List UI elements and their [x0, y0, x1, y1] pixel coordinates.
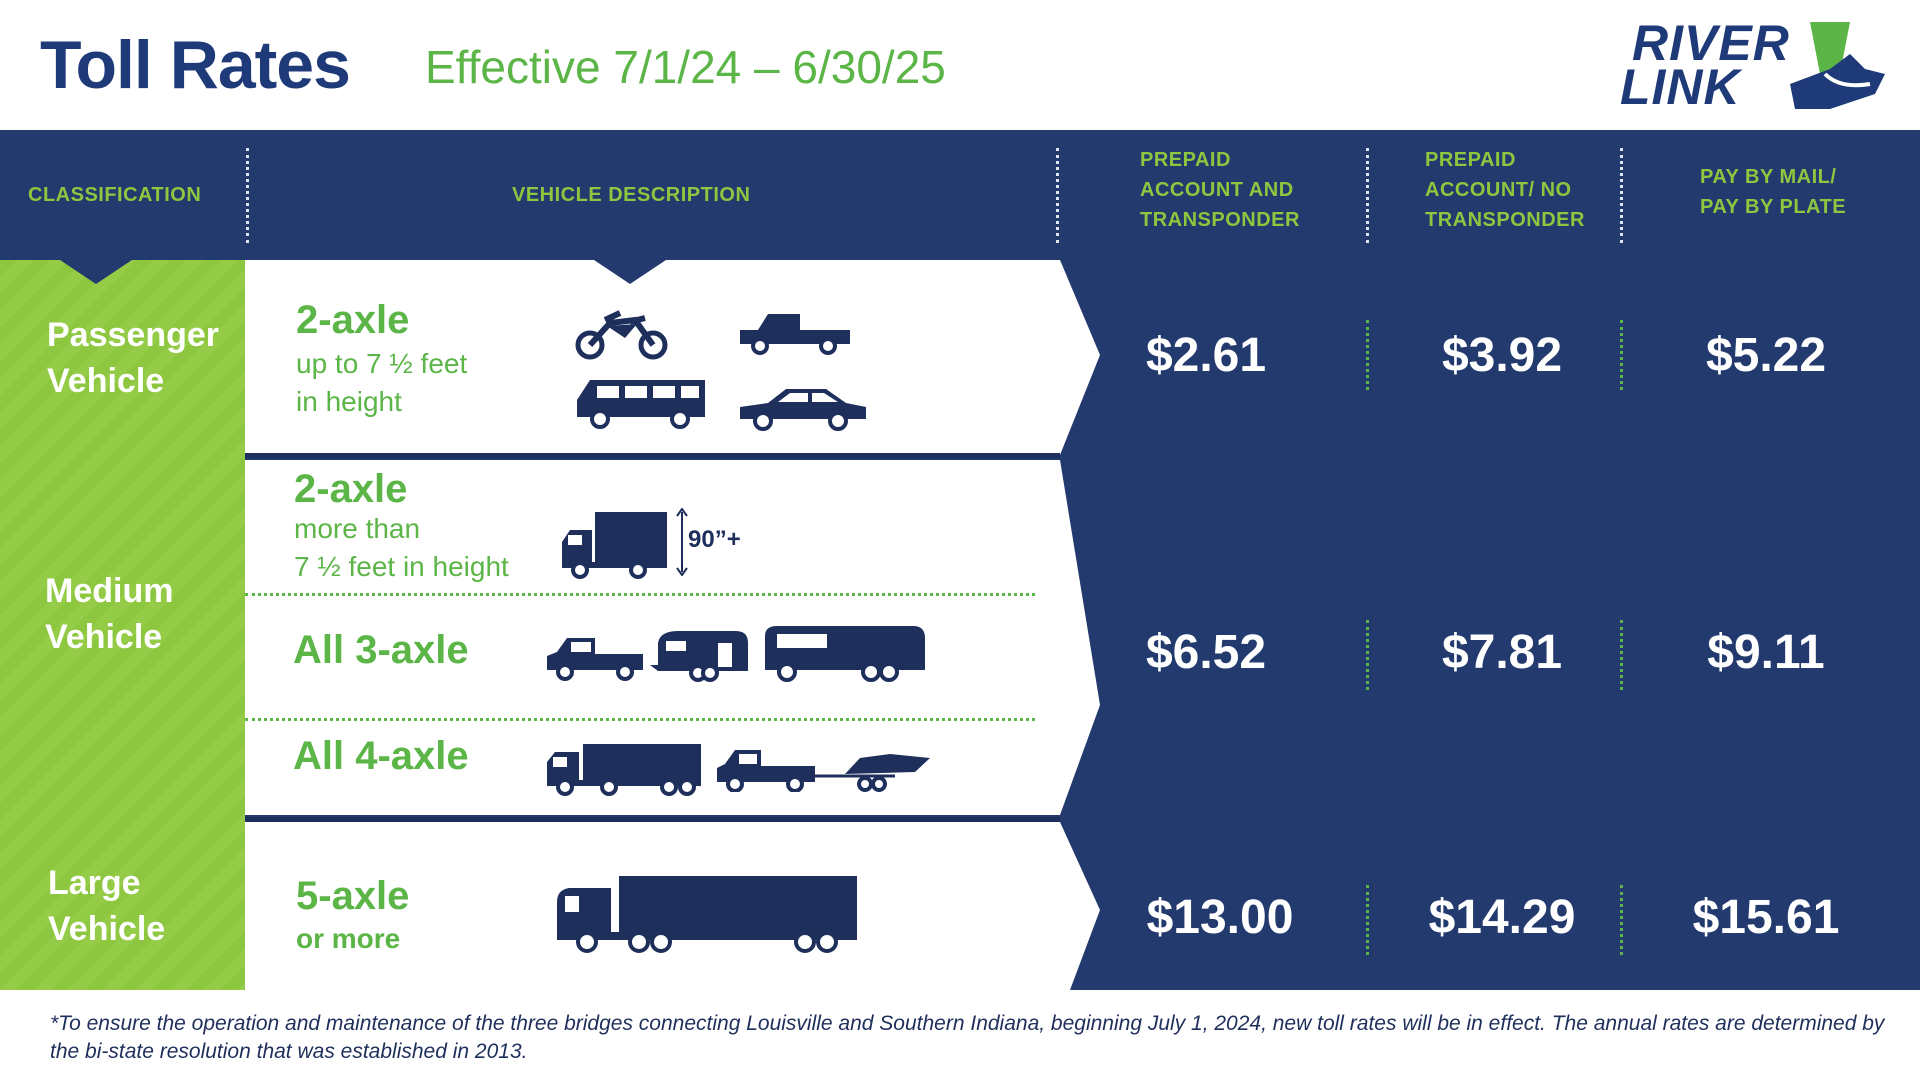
- price-panel-background: [0, 260, 1920, 990]
- height-arrow-icon: [676, 508, 688, 576]
- rate-large-prepaid-no-transponder: $14.29: [1428, 891, 1576, 944]
- dotted-divider: [245, 593, 1035, 596]
- header-classification: CLASSIFICATION: [28, 184, 202, 206]
- header-divider: [1056, 148, 1059, 243]
- van-icon: [577, 380, 705, 429]
- header-pay-by-mail: PAY BY MAIL/ PAY BY PLATE: [1700, 162, 1846, 222]
- motorhome-icon: [765, 626, 925, 682]
- class-label-line: Passenger: [47, 316, 219, 354]
- footnote: *To ensure the operation and maintenance…: [50, 1012, 1885, 1063]
- medium-3axle-label: All 3-axle: [293, 628, 469, 672]
- class-large-vehicle: Large Vehicle: [48, 860, 165, 952]
- medium-2axle-label: 2-axle: [294, 467, 408, 511]
- row-divider: [245, 453, 1060, 458]
- kentucky-map-icon: [1790, 22, 1885, 109]
- page-header: Toll Rates Effective 7/1/24 – 6/30/25 RI…: [0, 0, 1920, 130]
- price-divider: [1366, 320, 1369, 390]
- class-passenger-vehicle: Passenger Vehicle: [47, 312, 219, 404]
- height-label: 90”+: [688, 526, 741, 553]
- class-label-line: Vehicle: [45, 618, 163, 656]
- rate-medium-prepaid-no-transponder: $7.81: [1441, 626, 1563, 679]
- header-prepaid-transponder: PREPAID ACCOUNT AND TRANSPONDER: [1140, 145, 1300, 235]
- semi-truck-icon: [557, 876, 857, 953]
- header-line: ACCOUNT/ NO: [1425, 179, 1572, 201]
- page-title: Toll Rates: [40, 27, 351, 103]
- pickup-truck-icon: [740, 314, 850, 355]
- header-divider: [1366, 148, 1369, 243]
- price-divider: [1620, 320, 1623, 390]
- header-line: TRANSPONDER: [1425, 209, 1585, 231]
- header-line: PREPAID: [1140, 149, 1231, 171]
- desc-line: up to 7 ½ feet: [296, 348, 468, 379]
- large-axle-note: or more: [296, 923, 401, 954]
- header-line: TRANSPONDER: [1140, 209, 1300, 231]
- header-notch: [594, 260, 666, 284]
- class-label-line: Medium: [45, 572, 174, 610]
- rate-large-prepaid-transponder: $13.00: [1146, 891, 1294, 944]
- passenger-axle-label: 2-axle: [296, 298, 410, 342]
- header-line: PAY BY PLATE: [1700, 196, 1847, 218]
- logo-text-link: LINK: [1620, 59, 1741, 115]
- header-divider: [246, 148, 249, 243]
- riverlink-logo: RIVER LINK: [1620, 14, 1890, 114]
- camper-trailer-icon: [650, 631, 748, 682]
- header-vehicle-description: VEHICLE DESCRIPTION: [512, 184, 751, 206]
- header-prepaid-no-transponder: PREPAID ACCOUNT/ NO TRANSPONDER: [1425, 145, 1585, 235]
- sedan-icon: [740, 389, 866, 431]
- dotted-divider: [245, 718, 1035, 721]
- class-label-line: Large: [48, 864, 141, 902]
- price-divider: [1620, 620, 1623, 690]
- header-notch: [1160, 260, 1232, 284]
- price-divider: [1620, 885, 1623, 955]
- pickup-with-boat-trailer-icon: [717, 750, 930, 792]
- box-truck-icon: [562, 512, 667, 579]
- rate-large-pay-by-mail: $15.61: [1692, 891, 1840, 944]
- pickup-with-trailer-icon: [547, 638, 643, 681]
- price-divider: [1366, 885, 1369, 955]
- desc-line: more than: [294, 513, 421, 544]
- rate-medium-prepaid-transponder: $6.52: [1145, 626, 1267, 679]
- header-line: PREPAID: [1425, 149, 1516, 171]
- passenger-height-note: up to 7 ½ feet in height: [296, 345, 467, 421]
- truck-with-trailer-icon: [547, 744, 701, 796]
- rates-table-body: Passenger Vehicle Medium Vehicle Large V…: [0, 260, 1920, 990]
- class-label-line: Vehicle: [48, 910, 166, 948]
- large-axle-label: 5-axle: [296, 874, 410, 918]
- class-medium-vehicle: Medium Vehicle: [45, 568, 173, 660]
- rate-passenger-pay-by-mail: $5.22: [1705, 329, 1827, 382]
- desc-line: in height: [296, 386, 402, 417]
- header-notch: [1735, 260, 1807, 284]
- price-divider: [1366, 620, 1369, 690]
- rate-passenger-prepaid-no-transponder: $3.92: [1441, 329, 1563, 382]
- classification-column: [0, 260, 245, 990]
- table-header: CLASSIFICATION VEHICLE DESCRIPTION PREPA…: [0, 130, 1920, 260]
- desc-line: 7 ½ feet in height: [294, 551, 509, 582]
- header-line: ACCOUNT AND: [1140, 179, 1294, 201]
- header-notch: [60, 260, 132, 284]
- header-divider: [1620, 148, 1623, 243]
- medium-4axle-label: All 4-axle: [293, 734, 469, 778]
- effective-dates: Effective 7/1/24 – 6/30/25: [425, 41, 946, 93]
- header-line: PAY BY MAIL/: [1700, 166, 1837, 188]
- rate-passenger-prepaid-transponder: $2.61: [1145, 329, 1267, 382]
- row-divider: [245, 817, 1060, 822]
- motorcycle-icon: [575, 310, 668, 360]
- medium-2axle-height-note: more than 7 ½ feet in height: [294, 510, 509, 586]
- class-label-line: Vehicle: [47, 362, 165, 400]
- logo-text-river: RIVER: [1632, 15, 1790, 71]
- rate-medium-pay-by-mail: $9.11: [1707, 626, 1825, 679]
- header-notch: [1475, 260, 1547, 284]
